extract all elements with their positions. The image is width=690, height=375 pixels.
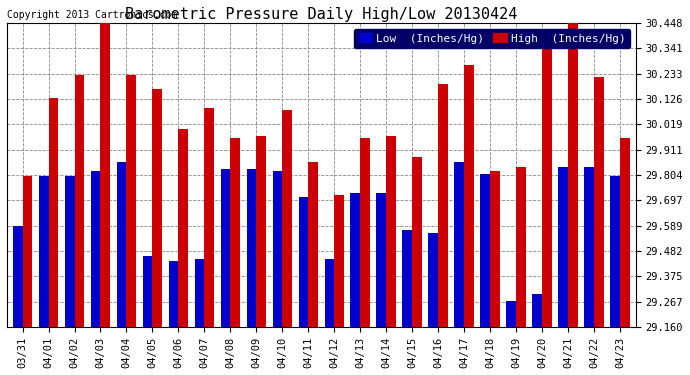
Legend: Low  (Inches/Hg), High  (Inches/Hg): Low (Inches/Hg), High (Inches/Hg): [354, 28, 630, 48]
Bar: [516, 166, 526, 327]
Bar: [611, 176, 620, 327]
Bar: [620, 138, 630, 327]
Bar: [569, 22, 578, 327]
Text: Copyright 2013 Cartronics.com: Copyright 2013 Cartronics.com: [7, 10, 177, 20]
Bar: [204, 108, 215, 327]
Bar: [335, 195, 344, 327]
Bar: [533, 294, 542, 327]
Bar: [402, 230, 413, 327]
Bar: [464, 65, 474, 327]
Bar: [65, 176, 75, 327]
Bar: [413, 157, 422, 327]
Bar: [558, 166, 569, 327]
Bar: [230, 138, 240, 327]
Bar: [428, 232, 438, 327]
Bar: [48, 98, 59, 327]
Bar: [324, 259, 335, 327]
Bar: [377, 192, 386, 327]
Bar: [126, 75, 137, 327]
Bar: [12, 226, 23, 327]
Bar: [308, 162, 318, 327]
Bar: [491, 171, 500, 327]
Bar: [299, 197, 308, 327]
Bar: [152, 89, 162, 327]
Bar: [246, 169, 257, 327]
Bar: [179, 129, 188, 327]
Bar: [221, 169, 230, 327]
Bar: [101, 22, 110, 327]
Bar: [594, 77, 604, 327]
Bar: [143, 256, 152, 327]
Bar: [360, 138, 371, 327]
Bar: [23, 176, 32, 327]
Bar: [257, 136, 266, 327]
Bar: [273, 171, 282, 327]
Title: Barometric Pressure Daily High/Low 20130424: Barometric Pressure Daily High/Low 20130…: [125, 7, 518, 22]
Bar: [168, 261, 179, 327]
Bar: [351, 192, 360, 327]
Bar: [455, 162, 464, 327]
Bar: [39, 176, 48, 327]
Bar: [542, 46, 552, 327]
Bar: [386, 136, 396, 327]
Bar: [282, 110, 293, 327]
Bar: [117, 162, 126, 327]
Bar: [90, 171, 101, 327]
Bar: [75, 75, 84, 327]
Bar: [584, 166, 594, 327]
Bar: [506, 301, 516, 327]
Bar: [438, 84, 449, 327]
Bar: [480, 174, 491, 327]
Bar: [195, 259, 204, 327]
